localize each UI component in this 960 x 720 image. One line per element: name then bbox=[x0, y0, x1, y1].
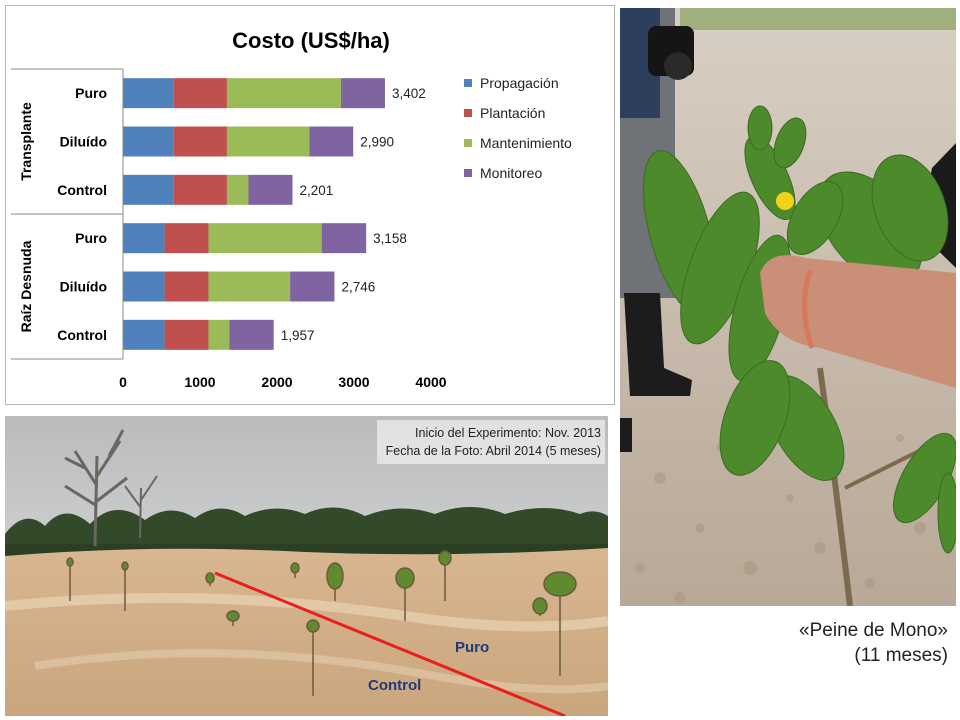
bar-mantenimiento-5 bbox=[208, 319, 230, 350]
bar-plantación-5 bbox=[164, 319, 209, 350]
background-vegetation bbox=[680, 8, 956, 30]
legend-swatch-0 bbox=[464, 79, 472, 87]
plant-caption: «Peine de Mono» (11 meses) bbox=[799, 618, 948, 668]
category-label-0: Puro bbox=[75, 85, 107, 101]
chart-title: Costo (US$/ha) bbox=[232, 28, 390, 53]
category-label-5: Control bbox=[57, 327, 107, 343]
legend: Propagación Plantación Mantenimiento Monito… bbox=[464, 75, 572, 181]
ground-track bbox=[5, 593, 608, 632]
category-label-4: Diluído bbox=[60, 279, 107, 295]
x-tick-1: 1000 bbox=[184, 374, 215, 390]
total-label-5: 1,957 bbox=[281, 328, 315, 343]
dead-tree bbox=[64, 429, 128, 547]
plant-branch bbox=[844, 446, 926, 490]
x-tick-2: 2000 bbox=[261, 374, 292, 390]
puro-control-divider bbox=[214, 571, 566, 716]
total-label-4: 2,746 bbox=[341, 280, 375, 295]
bars-layer bbox=[123, 78, 385, 350]
photo-date-text: Fecha de la Foto: Abril 2014 (5 meses) bbox=[386, 444, 601, 458]
group-label-0: Transplante bbox=[18, 102, 34, 181]
bar-mantenimiento-4 bbox=[208, 271, 291, 302]
pebbles bbox=[635, 434, 935, 604]
experiment-start-text: Inicio del Experimento: Nov. 2013 bbox=[415, 426, 601, 440]
cost-chart: Costo (US$/ha) 3,402 Puro 2,990 Diluído 2,20… bbox=[5, 5, 615, 405]
ground-track bbox=[34, 649, 608, 694]
dead-tree-small bbox=[124, 475, 158, 539]
legend-swatch-3 bbox=[464, 169, 472, 177]
plant-photo-svg bbox=[620, 8, 956, 606]
category-label-2: Control bbox=[57, 182, 107, 198]
cost-chart-svg: Costo (US$/ha) 3,402 Puro 2,990 Diluído 2,20… bbox=[11, 28, 572, 390]
bar-plantación-2 bbox=[173, 174, 227, 205]
legend-swatch-1 bbox=[464, 109, 472, 117]
plant-caption-age: (11 meses) bbox=[854, 645, 948, 666]
bar-plantación-1 bbox=[173, 126, 227, 157]
bracelet bbox=[801, 269, 815, 349]
x-tick-0: 0 bbox=[119, 374, 127, 390]
legend-swatch-2 bbox=[464, 139, 472, 147]
x-tick-4: 4000 bbox=[415, 374, 446, 390]
rubber-boot bbox=[624, 293, 692, 396]
ground bbox=[5, 548, 608, 716]
group-label-1: Raíz Desnuda bbox=[18, 240, 34, 332]
legend-label-0: Propagación bbox=[480, 75, 559, 91]
bar-mantenimiento-0 bbox=[226, 78, 341, 109]
bar-propagación-3 bbox=[123, 223, 165, 254]
bar-monitoreo-5 bbox=[229, 319, 274, 350]
annotation-box bbox=[377, 420, 605, 464]
bar-propagación-4 bbox=[123, 271, 165, 302]
bar-propagación-2 bbox=[123, 174, 174, 205]
bar-monitoreo-4 bbox=[290, 271, 335, 302]
control-label: Control bbox=[368, 677, 421, 694]
bar-propagación-5 bbox=[123, 319, 165, 350]
legend-label-1: Plantación bbox=[480, 105, 545, 121]
category-label-3: Puro bbox=[75, 230, 107, 246]
category-label-1: Diluído bbox=[60, 134, 107, 150]
total-label-1: 2,990 bbox=[360, 135, 394, 150]
bar-mantenimiento-1 bbox=[226, 126, 310, 157]
plant-caption-name: «Peine de Mono» bbox=[799, 620, 948, 641]
bar-plantación-4 bbox=[164, 271, 209, 302]
bar-mantenimiento-3 bbox=[208, 223, 322, 254]
yellow-flower bbox=[776, 192, 794, 210]
bar-monitoreo-2 bbox=[248, 174, 293, 205]
bar-monitoreo-1 bbox=[309, 126, 354, 157]
total-label-3: 3,158 bbox=[373, 231, 407, 246]
hand-arm bbox=[760, 255, 956, 388]
puro-label: Puro bbox=[455, 639, 489, 656]
treeline bbox=[5, 507, 608, 556]
bar-plantación-0 bbox=[173, 78, 227, 109]
plant-stem bbox=[817, 367, 853, 606]
x-tick-3: 3000 bbox=[338, 374, 369, 390]
camera-lens bbox=[664, 52, 692, 80]
saplings bbox=[66, 550, 577, 696]
bar-propagación-1 bbox=[123, 126, 174, 157]
total-label-0: 3,402 bbox=[392, 86, 426, 101]
bar-mantenimiento-2 bbox=[226, 174, 249, 205]
legend-label-3: Monitoreo bbox=[480, 165, 542, 181]
total-label-2: 2,201 bbox=[299, 183, 333, 198]
field-photo: Inicio del Experimento: Nov. 2013 Fecha … bbox=[5, 416, 608, 716]
plant-photo bbox=[620, 8, 956, 606]
bar-monitoreo-3 bbox=[321, 223, 367, 254]
bar-monitoreo-0 bbox=[340, 78, 385, 109]
legend-label-2: Mantenimiento bbox=[480, 135, 572, 151]
field-photo-svg: Inicio del Experimento: Nov. 2013 Fecha … bbox=[5, 416, 608, 716]
bar-plantación-3 bbox=[164, 223, 209, 254]
rubber-boot-2 bbox=[620, 418, 632, 452]
labels-layer: 3,402 Puro 2,990 Diluído 2,201 Control 3,158 Pu… bbox=[11, 68, 447, 390]
bar-propagación-0 bbox=[123, 78, 174, 109]
